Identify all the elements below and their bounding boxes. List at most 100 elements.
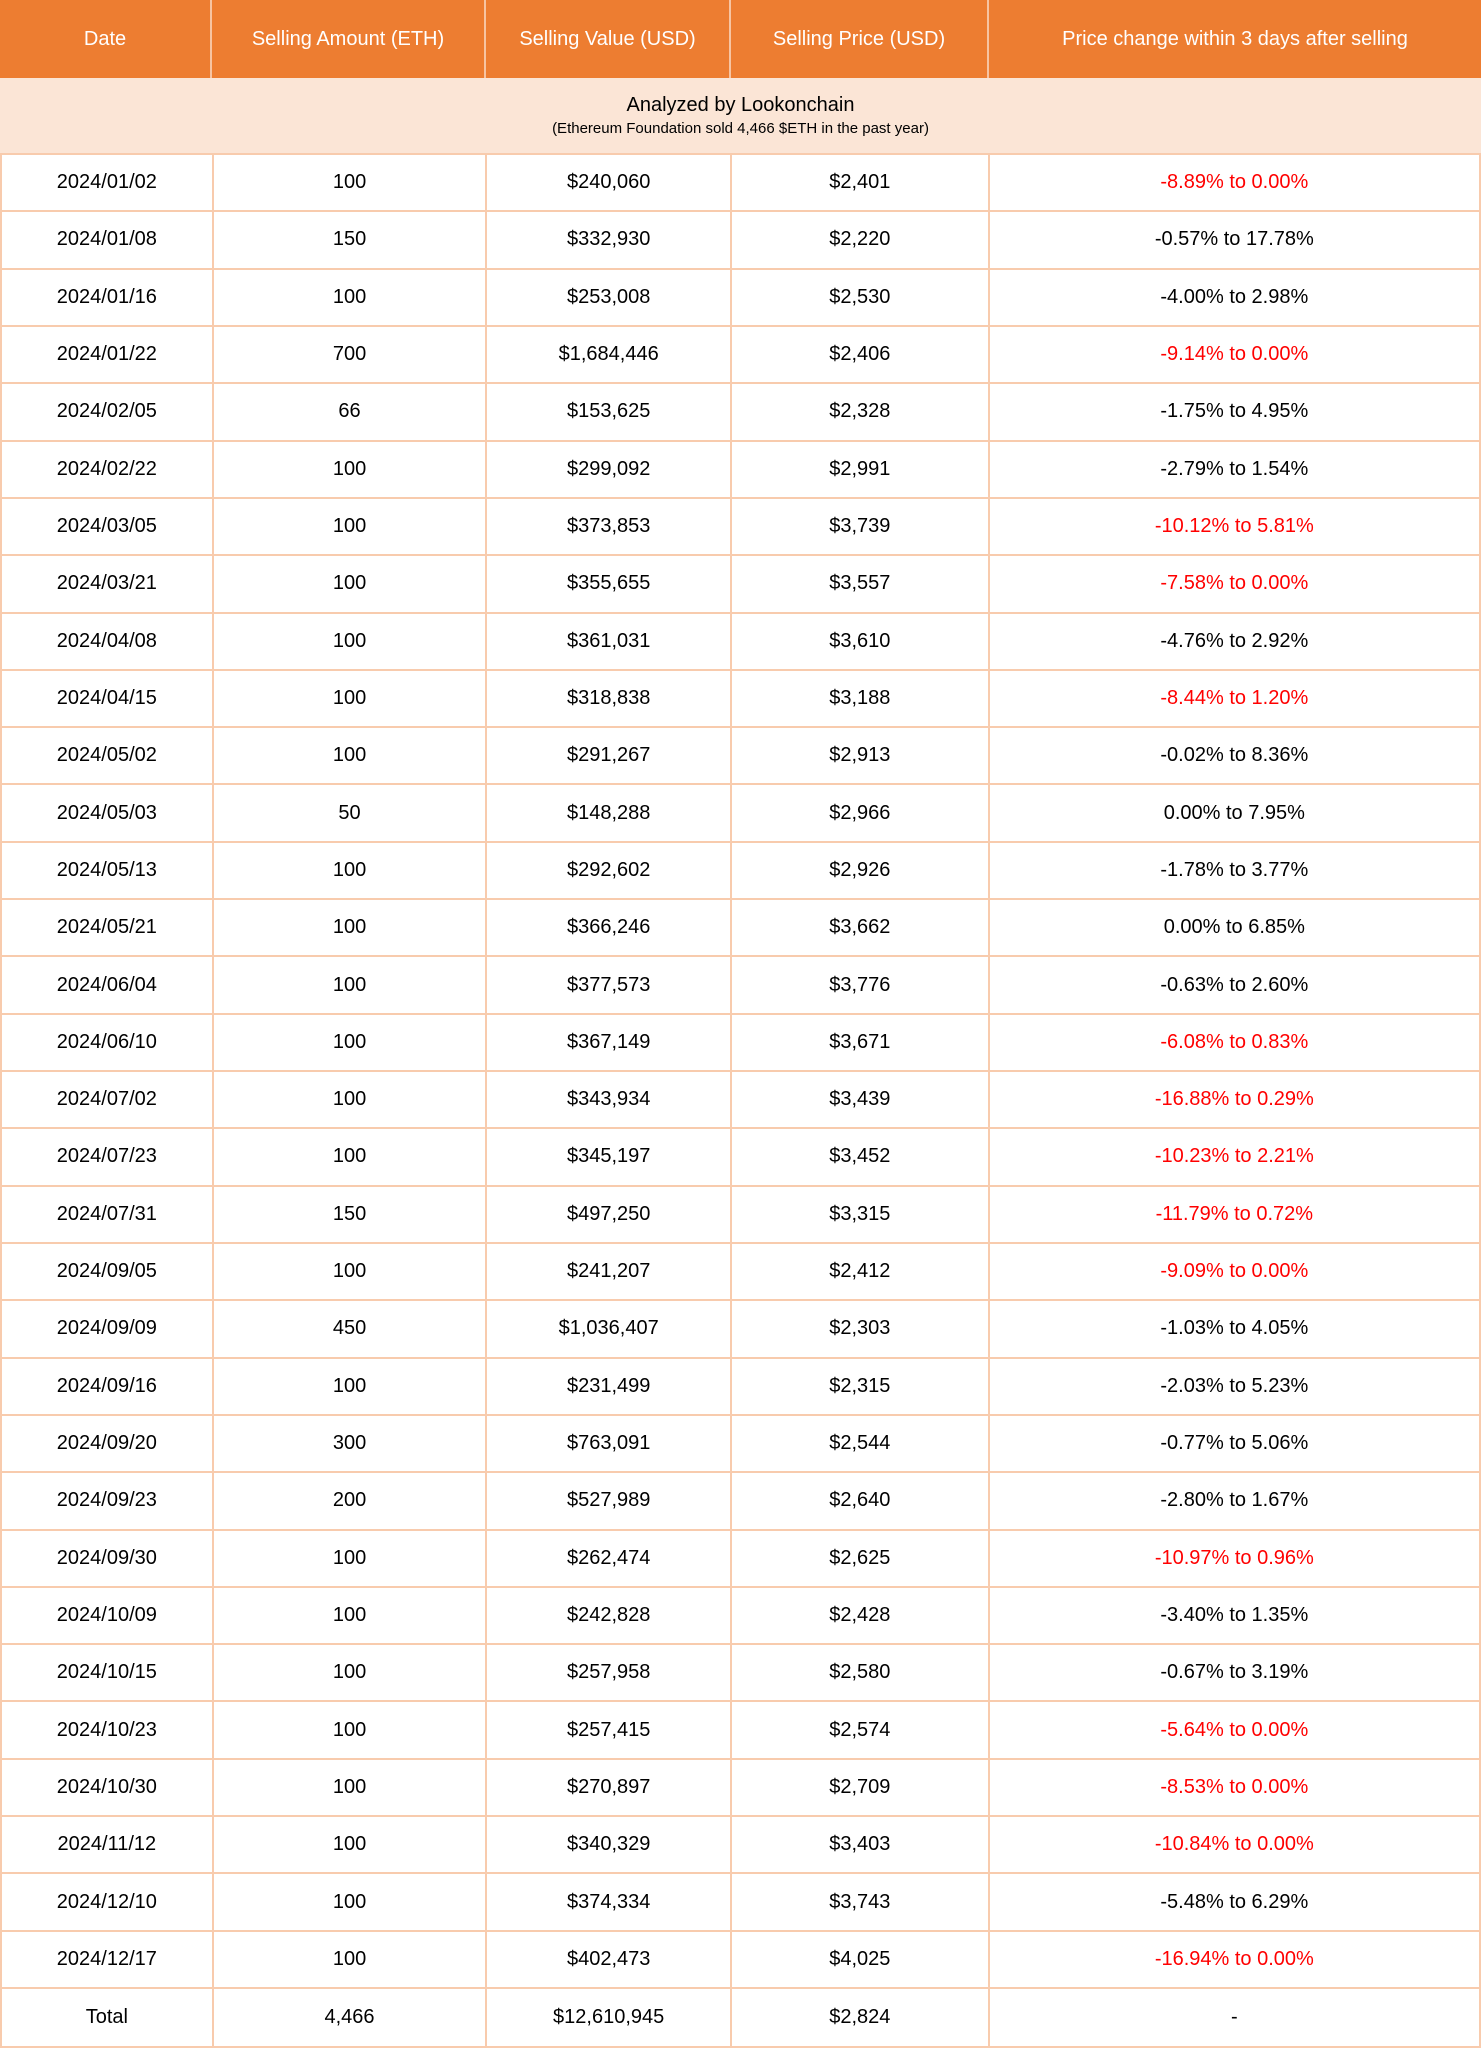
price-cell: $2,580 (732, 1645, 990, 1701)
price-cell: $3,671 (732, 1014, 990, 1070)
date-cell: 2024/06/10 (2, 1014, 214, 1070)
price-cell: $2,530 (732, 269, 990, 325)
price-cell: $3,610 (732, 613, 990, 669)
table-row: 2024/10/23 100 $257,415 $2,574 -5.64% to 0.0… (2, 1702, 1481, 1760)
price-cell: $2,926 (732, 842, 990, 899)
value-cell: $373,853 (487, 498, 732, 555)
value-cell: $343,934 (487, 1072, 732, 1128)
amount-cell: 100 (214, 269, 488, 325)
table-row: 2024/07/31 150 $497,250 $3,315 -11.79% to 0.… (2, 1186, 1481, 1244)
price-cell: $2,401 (732, 155, 990, 211)
change-cell: -1.03% to 4.05% (990, 1301, 1481, 1357)
change-cell: -16.88% to 0.29% (990, 1072, 1481, 1128)
analysis-note: (Ethereum Foundation sold 4,466 $ETH in … (552, 120, 929, 137)
table-body: 2024/01/02 100 $240,060 $2,401 -8.89% to 0.0… (0, 153, 1481, 1989)
amount-cell: 200 (214, 1473, 488, 1529)
value-cell: $318,838 (487, 670, 732, 727)
amount-cell: 100 (214, 1759, 488, 1816)
table-row: 2024/06/10 100 $367,149 $3,671 -6.08% to 0.8… (2, 1014, 1481, 1072)
amount-cell: 100 (214, 1645, 488, 1701)
amount-cell: 100 (214, 1129, 488, 1185)
value-cell: $153,625 (487, 384, 732, 440)
column-header-price: Selling Price (USD) (731, 0, 989, 78)
change-cell: -10.12% to 5.81% (990, 498, 1481, 555)
date-cell: 2024/10/23 (2, 1702, 214, 1758)
table-row: 2024/02/05 66 $153,625 $2,328 -1.75% to 4.95… (2, 384, 1481, 442)
amount-cell: 100 (214, 957, 488, 1013)
amount-cell: 100 (214, 1931, 488, 1987)
value-cell: $240,060 (487, 155, 732, 211)
total-change-cell: - (990, 1989, 1481, 2046)
table-row: 2024/10/09 100 $242,828 $2,428 -3.40% to 1.3… (2, 1587, 1481, 1646)
change-cell: -0.57% to 17.78% (990, 212, 1481, 268)
amount-cell: 100 (214, 1358, 488, 1414)
table-row: 2024/05/21 100 $366,246 $3,662 0.00% to 6.85… (2, 900, 1481, 958)
price-cell: $2,303 (732, 1301, 990, 1357)
table-header-row: Date Selling Amount (ETH) Selling Value … (0, 0, 1481, 78)
total-row: Total 4,466 $12,610,945 $2,824 - (0, 1989, 1481, 2048)
change-cell: -5.64% to 0.00% (990, 1702, 1481, 1758)
amount-cell: 100 (214, 1817, 488, 1873)
value-cell: $527,989 (487, 1473, 732, 1529)
date-cell: 2024/01/16 (2, 269, 214, 325)
date-cell: 2024/01/22 (2, 326, 214, 383)
column-header-amount: Selling Amount (ETH) (212, 0, 486, 78)
change-cell: -3.40% to 1.35% (990, 1587, 1481, 1644)
price-cell: $2,428 (732, 1587, 990, 1644)
price-cell: $3,403 (732, 1817, 990, 1873)
date-cell: 2024/10/15 (2, 1645, 214, 1701)
price-cell: $3,743 (732, 1874, 990, 1930)
amount-cell: 450 (214, 1301, 488, 1357)
price-cell: $2,991 (732, 441, 990, 497)
change-cell: -10.97% to 0.96% (990, 1530, 1481, 1586)
price-cell: $2,406 (732, 326, 990, 383)
amount-cell: 100 (214, 1587, 488, 1644)
change-cell: -0.67% to 3.19% (990, 1645, 1481, 1701)
amount-cell: 100 (214, 1874, 488, 1930)
change-cell: 0.00% to 7.95% (990, 785, 1481, 841)
price-cell: $3,557 (732, 556, 990, 612)
amount-cell: 100 (214, 1530, 488, 1586)
date-cell: 2024/07/23 (2, 1129, 214, 1185)
total-label: Total (2, 1989, 214, 2046)
date-cell: 2024/09/30 (2, 1530, 214, 1586)
value-cell: $262,474 (487, 1530, 732, 1586)
table-row: 2024/12/10 100 $374,334 $3,743 -5.48% to 6.2… (2, 1874, 1481, 1932)
amount-cell: 300 (214, 1415, 488, 1472)
value-cell: $345,197 (487, 1129, 732, 1185)
value-cell: $1,036,407 (487, 1301, 732, 1357)
change-cell: -11.79% to 0.72% (990, 1186, 1481, 1242)
table-row: 2024/10/30 100 $270,897 $2,709 -8.53% to 0.0… (2, 1759, 1481, 1818)
date-cell: 2024/04/15 (2, 670, 214, 727)
value-cell: $763,091 (487, 1415, 732, 1472)
value-cell: $253,008 (487, 269, 732, 325)
change-cell: -10.84% to 0.00% (990, 1817, 1481, 1873)
subtitle-band: Analyzed by Lookonchain (Ethereum Founda… (0, 78, 1481, 153)
table-row: 2024/03/05 100 $373,853 $3,739 -10.12% to 5.… (2, 498, 1481, 557)
date-cell: 2024/10/09 (2, 1587, 214, 1644)
table-row: 2024/04/15 100 $318,838 $3,188 -8.44% to 1.2… (2, 670, 1481, 729)
date-cell: 2024/09/16 (2, 1358, 214, 1414)
value-cell: $332,930 (487, 212, 732, 268)
table-row: 2024/06/04 100 $377,573 $3,776 -0.63% to 2.6… (2, 957, 1481, 1015)
table-row: 2024/09/30 100 $262,474 $2,625 -10.97% to 0.… (2, 1530, 1481, 1588)
table-row: 2024/01/22 700 $1,684,446 $2,406 -9.14% to 0… (2, 326, 1481, 385)
amount-cell: 100 (214, 155, 488, 211)
change-cell: -0.63% to 2.60% (990, 957, 1481, 1013)
table-row: 2024/09/23 200 $527,989 $2,640 -2.80% to 1.6… (2, 1473, 1481, 1531)
amount-cell: 100 (214, 900, 488, 956)
table-row: 2024/09/20 300 $763,091 $2,544 -0.77% to 5.0… (2, 1415, 1481, 1474)
change-cell: -2.80% to 1.67% (990, 1473, 1481, 1529)
amount-cell: 150 (214, 212, 488, 268)
date-cell: 2024/05/02 (2, 728, 214, 784)
value-cell: $1,684,446 (487, 326, 732, 383)
table-row: 2024/09/16 100 $231,499 $2,315 -2.03% to 5.2… (2, 1358, 1481, 1416)
amount-cell: 100 (214, 613, 488, 669)
change-cell: -0.02% to 8.36% (990, 728, 1481, 784)
change-cell: -9.14% to 0.00% (990, 326, 1481, 383)
date-cell: 2024/12/10 (2, 1874, 214, 1930)
change-cell: -5.48% to 6.29% (990, 1874, 1481, 1930)
price-cell: $3,739 (732, 498, 990, 555)
date-cell: 2024/09/05 (2, 1243, 214, 1300)
amount-cell: 100 (214, 1014, 488, 1070)
